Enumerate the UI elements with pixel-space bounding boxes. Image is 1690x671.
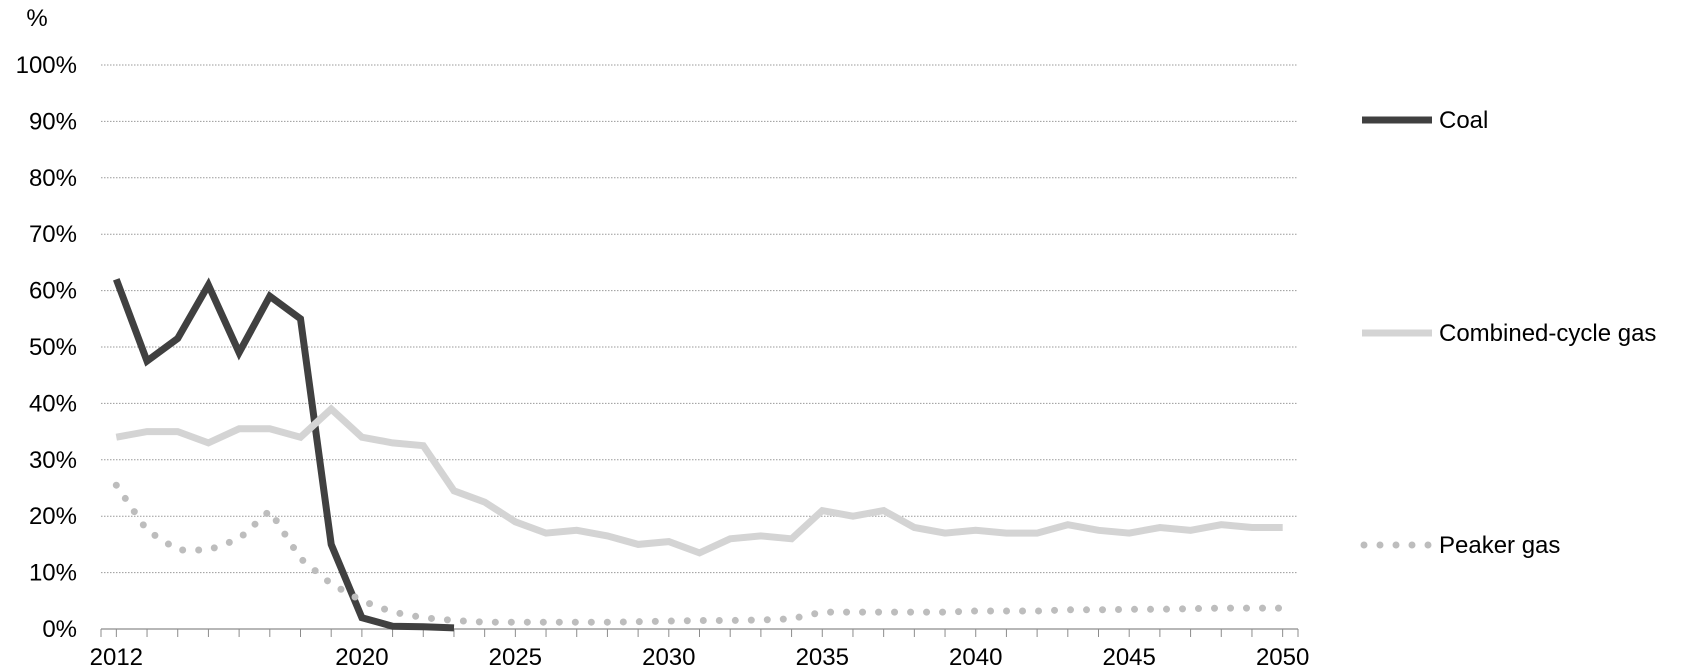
x-tick-labels: 2012 2020 2025 2030 2035 2040 2045 2050 — [90, 644, 1310, 671]
legend-label: Peaker gas — [1439, 532, 1560, 559]
y-tick-label: 90% — [29, 108, 77, 135]
y-axis-unit-label: % — [26, 5, 47, 32]
legend-label: Coal — [1439, 107, 1488, 134]
legend: Coal Combined-cycle gas Peaker gas — [1360, 107, 1656, 559]
y-tick-label: 30% — [29, 447, 77, 474]
y-tick-label: 20% — [29, 503, 77, 530]
y-tick-label: 70% — [29, 221, 77, 248]
y-tick-labels: 0% 10% 20% 30% 40% 50% 60% 70% 80% 90% 100% — [16, 52, 77, 643]
x-tick-label: 2035 — [796, 644, 849, 671]
y-tick-label: 80% — [29, 165, 77, 192]
legend-label: Combined-cycle gas — [1439, 320, 1656, 347]
x-tick-label: 2045 — [1102, 644, 1155, 671]
x-tick-label: 2050 — [1256, 644, 1309, 671]
y-tick-label: 40% — [29, 390, 77, 417]
x-tick-label: 2025 — [489, 644, 542, 671]
y-tick-label: 0% — [42, 616, 77, 643]
series-line-peaker-gas — [112, 481, 1287, 626]
series-line-combined-cycle-gas — [115, 404, 1283, 557]
x-tick-label: 2012 — [90, 644, 143, 671]
x-tick-label: 2020 — [335, 644, 388, 671]
y-tick-label: 60% — [29, 278, 77, 305]
x-tick-label: 2030 — [642, 644, 695, 671]
axes — [100, 628, 1299, 637]
y-tick-label: 10% — [29, 560, 77, 587]
gridlines — [101, 64, 1298, 574]
x-tick-label: 2040 — [949, 644, 1002, 671]
series-line-coal — [113, 277, 455, 632]
y-tick-label: 50% — [29, 334, 77, 361]
series-lines — [112, 277, 1287, 632]
y-tick-label: 100% — [16, 52, 77, 79]
